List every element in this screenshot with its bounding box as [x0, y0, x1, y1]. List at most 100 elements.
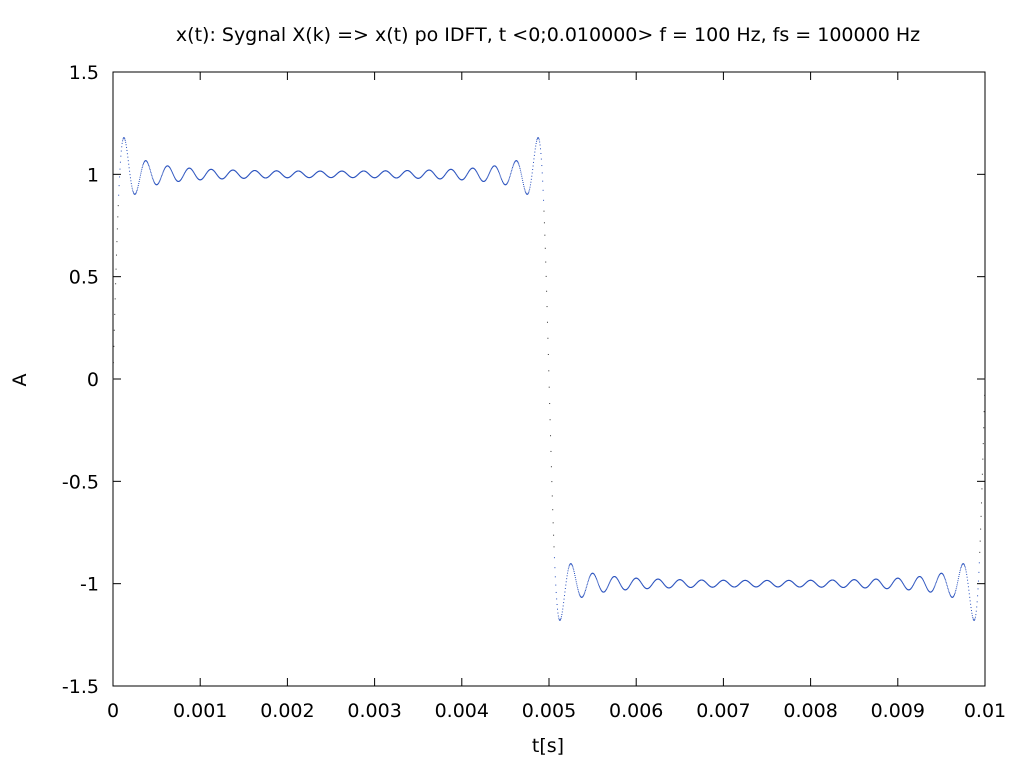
data-point — [900, 580, 902, 582]
data-point — [464, 177, 466, 179]
data-point — [152, 179, 154, 181]
data-point — [600, 589, 602, 591]
data-point — [169, 167, 171, 169]
data-point — [879, 581, 881, 583]
data-point — [937, 576, 939, 578]
data-point — [550, 435, 552, 437]
data-point — [604, 590, 606, 592]
data-point — [858, 582, 860, 584]
data-point — [160, 177, 162, 179]
data-point — [537, 137, 539, 139]
data-point — [958, 576, 960, 578]
data-point — [955, 589, 957, 591]
x-tick-label: 0.002 — [260, 700, 314, 722]
data-point — [560, 619, 562, 621]
data-point — [476, 171, 478, 173]
data-point — [456, 175, 458, 177]
data-point — [147, 163, 149, 165]
data-point — [531, 172, 533, 174]
data-point — [162, 171, 164, 173]
data-point — [530, 178, 532, 180]
data-point — [598, 583, 600, 585]
data-point — [115, 268, 117, 270]
data-point — [123, 137, 125, 139]
data-point — [902, 582, 904, 584]
data-point — [152, 177, 154, 179]
x-tick-label: 0.007 — [696, 700, 750, 722]
data-point — [975, 610, 977, 612]
data-point — [500, 177, 502, 179]
chart-title: x(t): Sygnal X(k) => x(t) po IDFT, t <0;… — [176, 24, 920, 46]
data-point — [902, 582, 904, 584]
data-point — [486, 177, 488, 179]
data-point — [133, 192, 135, 194]
data-point — [163, 170, 165, 172]
data-point — [890, 584, 892, 586]
data-point — [445, 173, 447, 175]
data-point — [499, 174, 501, 176]
data-point — [950, 595, 952, 597]
data-point — [573, 569, 575, 571]
data-point — [557, 612, 559, 614]
data-point — [970, 603, 972, 605]
data-point — [927, 589, 929, 591]
data-point — [160, 178, 162, 180]
data-point — [205, 173, 207, 175]
data-point — [925, 584, 927, 586]
data-point — [616, 578, 618, 580]
data-point — [571, 565, 573, 567]
data-point — [487, 175, 489, 177]
data-point — [434, 174, 436, 176]
data-point — [523, 187, 525, 189]
data-point — [949, 594, 951, 596]
data-point — [521, 175, 523, 177]
data-point — [620, 584, 622, 586]
data-point — [641, 583, 643, 585]
data-point — [968, 589, 970, 591]
data-point — [191, 169, 193, 171]
data-point — [653, 581, 655, 583]
data-point — [574, 577, 576, 579]
data-point — [114, 313, 116, 315]
data-point — [553, 546, 555, 548]
data-point — [585, 588, 587, 590]
data-point — [158, 181, 160, 183]
data-point — [215, 172, 217, 174]
data-point — [976, 606, 978, 608]
data-point — [118, 185, 120, 187]
data-point — [967, 586, 969, 588]
data-point — [977, 588, 979, 590]
data-point — [582, 595, 584, 597]
data-point — [901, 580, 903, 582]
data-point — [228, 172, 230, 174]
data-point — [491, 168, 493, 170]
data-point — [186, 169, 188, 171]
data-point — [180, 179, 182, 181]
data-point — [911, 586, 913, 588]
data-point — [469, 169, 471, 171]
data-point — [150, 172, 152, 174]
data-point — [476, 172, 478, 174]
data-point — [539, 148, 541, 150]
data-point — [529, 184, 531, 186]
data-point — [479, 178, 481, 180]
data-point — [207, 171, 209, 173]
data-point — [196, 176, 198, 178]
x-tick-label: 0.01 — [964, 700, 1006, 722]
data-point — [966, 576, 968, 578]
data-point — [477, 173, 479, 175]
data-point — [651, 583, 653, 585]
data-point — [569, 564, 571, 566]
data-point — [203, 176, 205, 178]
data-point — [560, 616, 562, 618]
data-point — [112, 362, 114, 364]
data-point — [535, 145, 537, 147]
data-point — [492, 166, 494, 168]
data-point — [184, 172, 186, 174]
data-point — [609, 580, 611, 582]
data-point — [948, 590, 950, 592]
data-point — [194, 173, 196, 175]
data-point — [528, 191, 530, 193]
data-point — [535, 142, 537, 144]
